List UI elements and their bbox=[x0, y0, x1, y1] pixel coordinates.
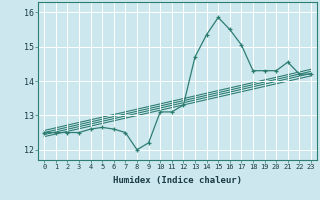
X-axis label: Humidex (Indice chaleur): Humidex (Indice chaleur) bbox=[113, 176, 242, 185]
